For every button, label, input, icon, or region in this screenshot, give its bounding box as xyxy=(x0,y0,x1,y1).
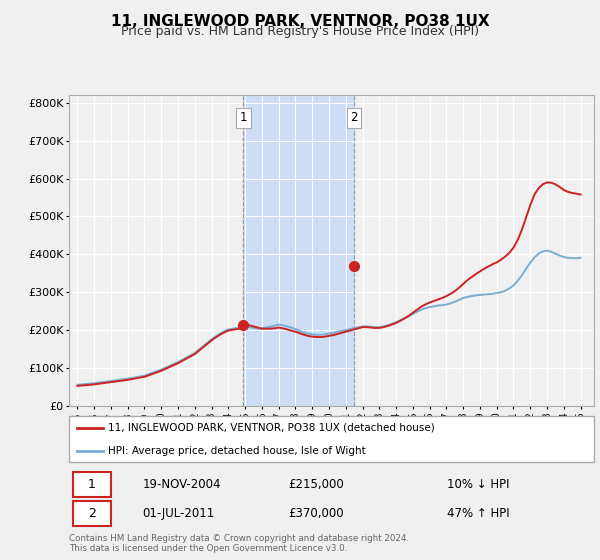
Text: £370,000: £370,000 xyxy=(288,507,344,520)
FancyBboxPatch shape xyxy=(69,416,594,462)
Text: 11, INGLEWOOD PARK, VENTNOR, PO38 1UX: 11, INGLEWOOD PARK, VENTNOR, PO38 1UX xyxy=(110,14,490,29)
Text: Contains HM Land Registry data © Crown copyright and database right 2024.
This d: Contains HM Land Registry data © Crown c… xyxy=(69,534,409,553)
Text: 1: 1 xyxy=(88,478,96,491)
Text: HPI: Average price, detached house, Isle of Wight: HPI: Average price, detached house, Isle… xyxy=(109,446,366,455)
Text: £215,000: £215,000 xyxy=(288,478,344,491)
Text: 1: 1 xyxy=(239,111,247,124)
FancyBboxPatch shape xyxy=(73,501,111,526)
Text: 01-JUL-2011: 01-JUL-2011 xyxy=(143,507,215,520)
Text: 47% ↑ HPI: 47% ↑ HPI xyxy=(447,507,509,520)
Bar xyxy=(244,95,354,406)
Text: 2: 2 xyxy=(350,111,358,124)
FancyBboxPatch shape xyxy=(73,472,111,497)
Text: 10% ↓ HPI: 10% ↓ HPI xyxy=(447,478,509,491)
Text: Price paid vs. HM Land Registry's House Price Index (HPI): Price paid vs. HM Land Registry's House … xyxy=(121,25,479,38)
Text: 11, INGLEWOOD PARK, VENTNOR, PO38 1UX (detached house): 11, INGLEWOOD PARK, VENTNOR, PO38 1UX (d… xyxy=(109,423,435,432)
Text: 19-NOV-2004: 19-NOV-2004 xyxy=(143,478,221,491)
Text: 2: 2 xyxy=(88,507,96,520)
